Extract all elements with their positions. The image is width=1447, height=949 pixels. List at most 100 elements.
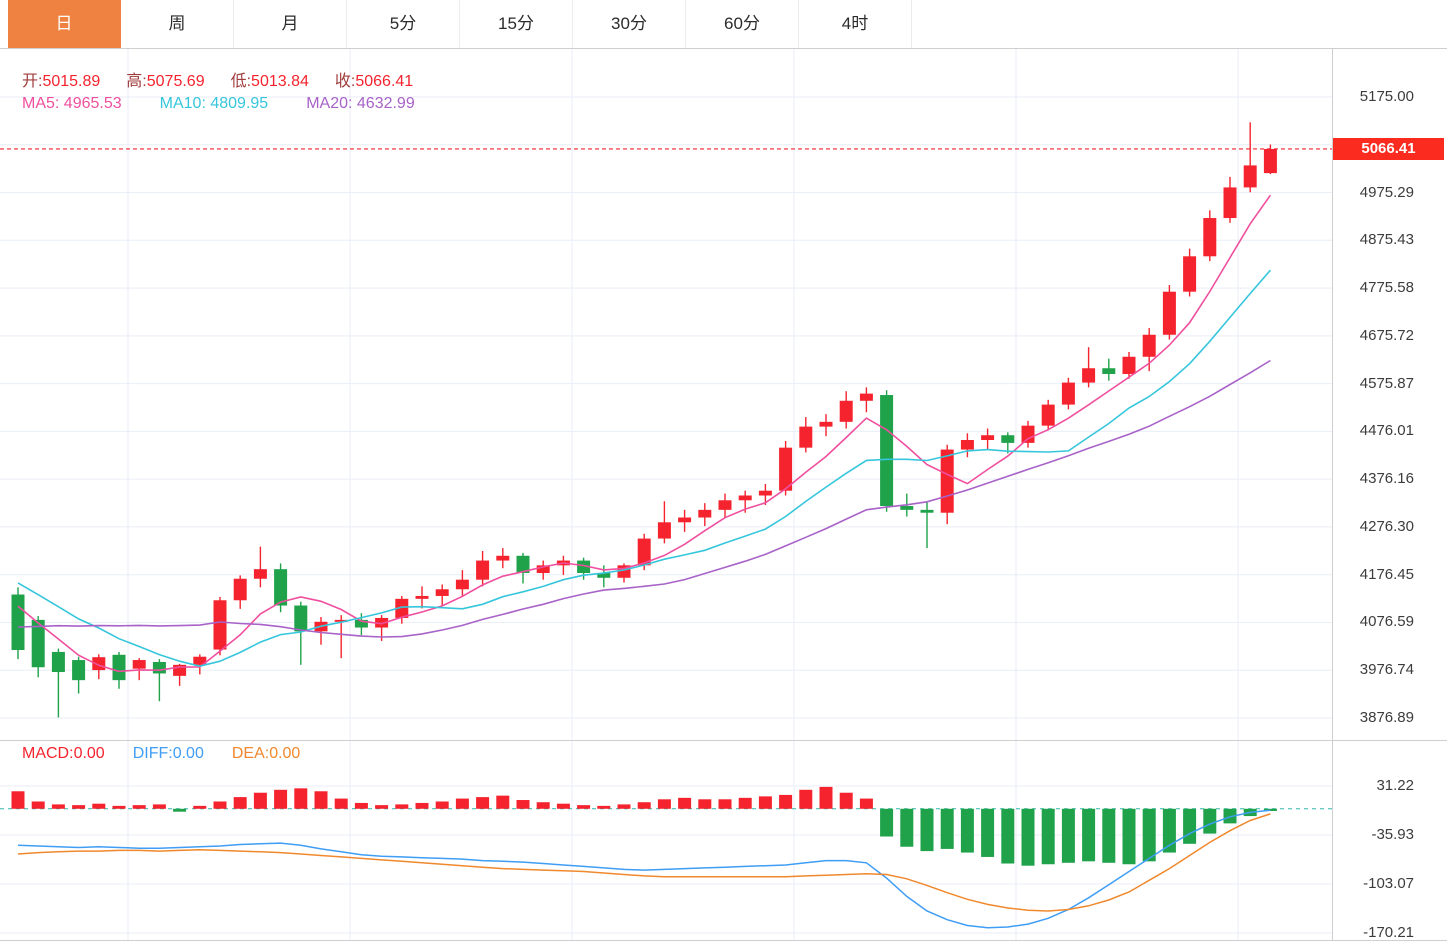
ma5-label: MA5:	[22, 95, 60, 112]
macd-header: MACD:0.00 DIFF:0.00 DEA:0.00	[22, 745, 328, 763]
macd-bar	[354, 802, 368, 809]
macd-bar	[657, 799, 671, 809]
macd-bar	[718, 799, 732, 809]
price-axis-label: 3976.74	[1359, 661, 1414, 678]
open-value: 5015.89	[42, 73, 101, 90]
tab-60min[interactable]: 60分	[686, 0, 799, 48]
macd-bar	[1122, 808, 1136, 865]
macd-bar	[799, 789, 813, 809]
current-price-tag: 5066.41	[1333, 138, 1444, 160]
candle-body	[880, 395, 894, 507]
candlesticks	[11, 122, 1277, 718]
candle-body	[1183, 256, 1197, 292]
macd-bar	[496, 795, 510, 809]
ma10-label: MA10:	[159, 95, 206, 112]
ma20-label: MA20:	[306, 95, 353, 112]
candle-body	[516, 555, 530, 573]
macd-bar	[556, 803, 570, 809]
macd-bar	[193, 805, 207, 809]
candle-body	[718, 500, 732, 510]
ma-header: MA5: 4965.53 MA10: 4809.95 MA20: 4632.99	[22, 95, 453, 113]
close-value: 5066.41	[355, 73, 414, 90]
candle-body	[1061, 382, 1075, 405]
macd-bar	[334, 798, 348, 809]
close-label: 收:	[334, 73, 356, 90]
ma10-line	[17, 269, 1272, 668]
macd-bar	[435, 801, 449, 809]
macd-bar	[11, 791, 25, 809]
ma5-value: 4965.53	[63, 95, 122, 112]
candle-body	[960, 440, 974, 450]
candle-body	[1243, 165, 1257, 188]
candle-body	[779, 447, 793, 491]
macd-bar	[637, 802, 651, 809]
price-axis-label: 4875.43	[1359, 231, 1414, 248]
dea-line	[17, 813, 1271, 912]
macd-bar	[819, 786, 833, 809]
macd-bar	[678, 797, 692, 809]
open-label: 开:	[22, 73, 43, 90]
price-axis-label: 4675.72	[1359, 327, 1414, 344]
tab-30min[interactable]: 30分	[573, 0, 686, 48]
candle-body	[819, 421, 833, 427]
price-axis-label: 4276.30	[1359, 518, 1414, 535]
candle-body	[1223, 187, 1237, 219]
price-axis-label: 4575.87	[1359, 375, 1414, 392]
macd-bar	[536, 802, 550, 809]
macd-bar	[294, 788, 308, 809]
tab-day[interactable]: 日	[8, 0, 121, 48]
macd-bar	[577, 805, 591, 809]
macd-bar	[173, 808, 187, 812]
ma20-line	[17, 359, 1271, 638]
tab-week[interactable]: 周	[121, 0, 234, 48]
candle-body	[1122, 356, 1136, 374]
tab-4hour[interactable]: 4时	[799, 0, 912, 48]
price-axis-label: 4975.29	[1359, 184, 1414, 201]
candle-body	[758, 490, 772, 496]
macd-bar	[1162, 808, 1176, 853]
macd-bar	[617, 804, 631, 809]
tab-15min[interactable]: 15分	[460, 0, 573, 48]
macd-bar	[940, 808, 954, 849]
candle-body	[334, 619, 348, 622]
candle-body	[173, 664, 187, 676]
low-label: 低:	[230, 73, 252, 90]
macd-value: 0.00	[73, 745, 105, 762]
candle-body	[678, 517, 692, 523]
candle-body	[51, 651, 65, 673]
low-value: 5013.84	[251, 73, 309, 90]
candle-body	[354, 619, 368, 628]
tab-month[interactable]: 月	[234, 0, 347, 48]
candle-body	[1102, 368, 1116, 374]
macd-bar	[314, 791, 328, 809]
macd-bar	[981, 808, 995, 857]
price-axis-label: 4376.16	[1359, 470, 1414, 487]
macd-bar	[1001, 808, 1015, 864]
candle-body	[152, 661, 166, 674]
macd-bar	[880, 808, 894, 837]
price-axis-label: 3876.89	[1359, 709, 1414, 726]
macd-bar	[1263, 808, 1277, 811]
macd-bar	[72, 805, 86, 809]
price-axis-label: 4775.58	[1359, 279, 1414, 296]
candle-body	[274, 569, 288, 606]
candle-body	[132, 660, 146, 669]
macd-bar	[1061, 808, 1075, 863]
candle-body	[597, 572, 611, 578]
macd-bar	[112, 805, 126, 809]
macd-bar	[779, 794, 793, 809]
macd-bar	[516, 800, 530, 809]
diff-value: 0.00	[172, 745, 204, 762]
candle-body	[1041, 404, 1055, 426]
macd-axis-label: 31.22	[1376, 777, 1414, 794]
macd-axis-label: -35.93	[1371, 826, 1414, 843]
candle-body	[1142, 334, 1156, 357]
tab-5min[interactable]: 5分	[347, 0, 460, 48]
candle-body	[395, 598, 409, 618]
macd-bar	[597, 805, 611, 809]
candle-body	[1082, 368, 1096, 383]
macd-axis-label: -103.07	[1363, 875, 1414, 892]
candle-body	[1001, 435, 1015, 443]
